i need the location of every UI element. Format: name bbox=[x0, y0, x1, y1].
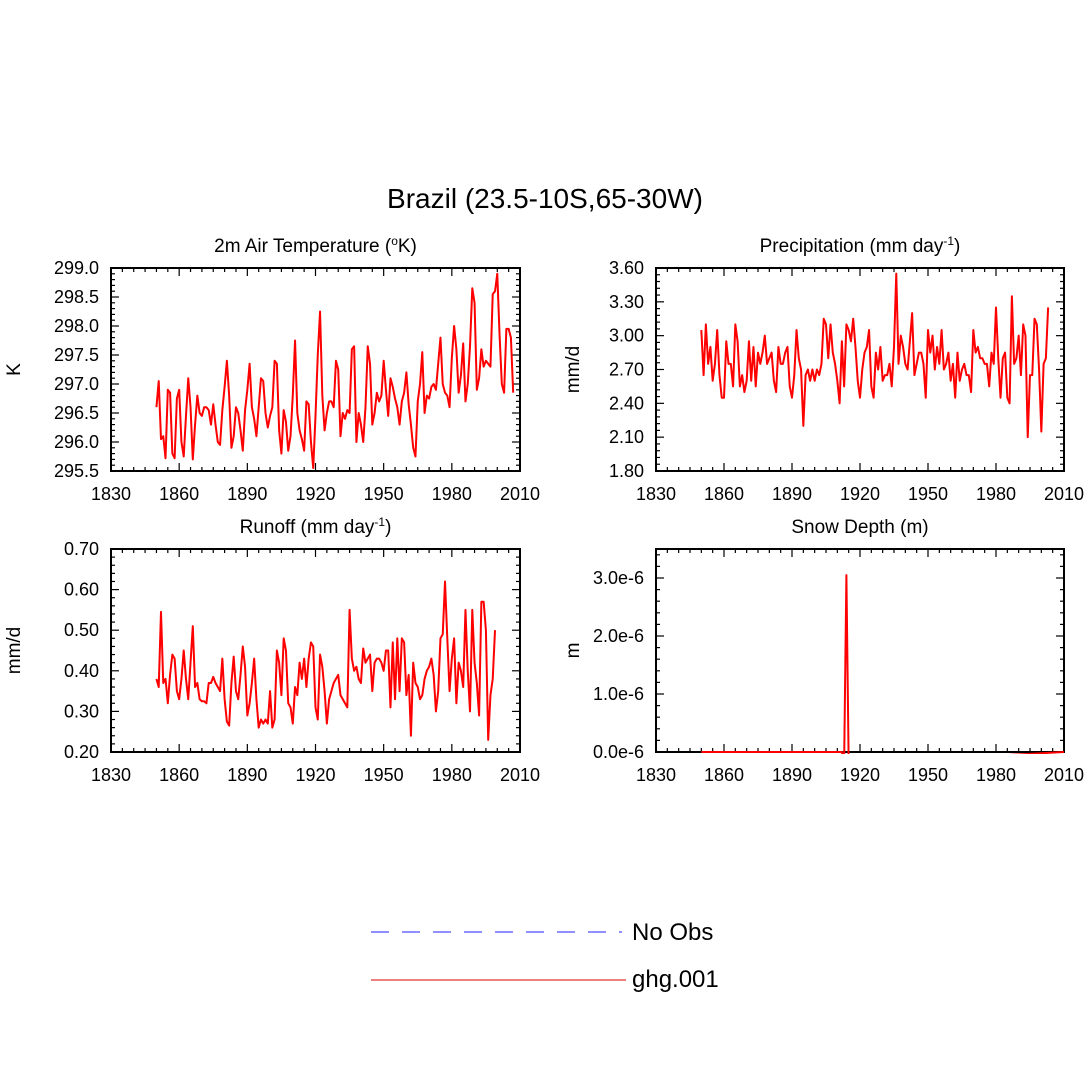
panel-title: Runoff (mm day-1) bbox=[240, 515, 392, 538]
legend-label-ghg-001: ghg.001 bbox=[632, 966, 719, 993]
y-tick-label: 295.5 bbox=[54, 461, 99, 481]
legend-label-no-obs: No Obs bbox=[632, 919, 713, 946]
legend: No Obs ghg.001 bbox=[371, 919, 719, 993]
y-tick-label: 1.0e-6 bbox=[593, 684, 644, 704]
y-tick-label: 1.80 bbox=[609, 461, 644, 481]
y-tick-label: 0.60 bbox=[64, 580, 99, 600]
x-tick-label: 1890 bbox=[227, 765, 267, 785]
x-tick-label: 1860 bbox=[704, 484, 744, 504]
y-tick-label: 3.0e-6 bbox=[593, 568, 644, 588]
y-axis-label: mm/d bbox=[563, 346, 584, 394]
figure-title: Brazil (23.5-10S,65-30W) bbox=[387, 183, 703, 214]
panel-title: Snow Depth (m) bbox=[791, 517, 928, 538]
y-axis-label: K bbox=[4, 363, 25, 376]
y-tick-label: 298.0 bbox=[54, 316, 99, 336]
y-tick-label: 0.40 bbox=[64, 661, 99, 681]
series-line-ghg-001 bbox=[155, 272, 515, 470]
plot-frame bbox=[110, 548, 521, 753]
y-tick-label: 0.20 bbox=[64, 742, 99, 762]
x-tick-label: 1950 bbox=[364, 765, 404, 785]
x-tick-label: 1860 bbox=[159, 765, 199, 785]
panel-title: 2m Air Temperature (oK) bbox=[214, 234, 417, 257]
x-tick-label: 2010 bbox=[1044, 484, 1084, 504]
x-tick-label: 2010 bbox=[500, 484, 540, 504]
x-tick-label: 1830 bbox=[91, 765, 131, 785]
panel-runoff: 1830 1860 1890 1920 1950 1980 2010 0.20 0.30 0.40… bbox=[4, 515, 540, 785]
y-tick-label: 0.50 bbox=[64, 620, 99, 640]
panel-title: Precipitation (mm day-1) bbox=[760, 234, 961, 257]
x-tick-label: 2010 bbox=[1044, 765, 1084, 785]
plot-frame bbox=[655, 548, 1065, 753]
x-tick-label: 1980 bbox=[432, 765, 472, 785]
x-tick-label: 1860 bbox=[159, 484, 199, 504]
panel-snow-depth: 1830 1860 1890 1920 1950 1980 2010 0.0e-6 1.0e-6… bbox=[563, 517, 1084, 785]
x-tick-label: 1950 bbox=[364, 484, 404, 504]
x-tick-label: 1980 bbox=[432, 484, 472, 504]
y-tick-label: 0.70 bbox=[64, 539, 99, 559]
y-tick-label: 297.0 bbox=[54, 374, 99, 394]
x-tick-label: 1920 bbox=[840, 484, 880, 504]
y-axis-label: mm/d bbox=[4, 627, 25, 675]
y-tick-label: 2.70 bbox=[609, 360, 644, 380]
x-tick-label: 1860 bbox=[704, 765, 744, 785]
x-tick-label: 1830 bbox=[636, 484, 676, 504]
panel-air-temperature: 1830 1860 1890 1920 1950 1980 2010 295.5 296.0 29… bbox=[4, 234, 540, 504]
y-tick-label: 296.5 bbox=[54, 403, 99, 423]
series-line-ghg-001 bbox=[701, 574, 1064, 754]
y-tick-label: 299.0 bbox=[54, 258, 99, 278]
x-tick-label: 1980 bbox=[976, 484, 1016, 504]
panel-precipitation: 1830 1860 1890 1920 1950 1980 2010 1.80 2.10 2.40… bbox=[563, 234, 1084, 504]
y-tick-label: 0.0e-6 bbox=[593, 742, 644, 762]
y-tick-label: 2.0e-6 bbox=[593, 626, 644, 646]
y-tick-label: 0.30 bbox=[64, 701, 99, 721]
x-tick-label: 1920 bbox=[295, 484, 335, 504]
x-tick-label: 1830 bbox=[91, 484, 131, 504]
x-tick-label: 1920 bbox=[840, 765, 880, 785]
x-tick-label: 1950 bbox=[908, 484, 948, 504]
y-tick-label: 3.00 bbox=[609, 326, 644, 346]
series-line-ghg-001 bbox=[700, 272, 1050, 439]
series-line-ghg-001 bbox=[155, 580, 497, 741]
x-tick-label: 1950 bbox=[908, 765, 948, 785]
y-tick-label: 2.10 bbox=[609, 427, 644, 447]
y-tick-label: 3.60 bbox=[609, 258, 644, 278]
y-tick-label: 298.5 bbox=[54, 287, 99, 307]
x-tick-label: 1890 bbox=[772, 484, 812, 504]
y-tick-label: 2.40 bbox=[609, 393, 644, 413]
x-tick-label: 1890 bbox=[227, 484, 267, 504]
y-axis-label: m bbox=[563, 643, 584, 659]
x-tick-label: 1890 bbox=[772, 765, 812, 785]
y-tick-label: 297.5 bbox=[54, 345, 99, 365]
y-tick-label: 296.0 bbox=[54, 432, 99, 452]
y-tick-label: 3.30 bbox=[609, 292, 644, 312]
x-tick-label: 1920 bbox=[295, 765, 335, 785]
x-tick-label: 1980 bbox=[976, 765, 1016, 785]
x-tick-label: 2010 bbox=[500, 765, 540, 785]
x-tick-label: 1830 bbox=[636, 765, 676, 785]
